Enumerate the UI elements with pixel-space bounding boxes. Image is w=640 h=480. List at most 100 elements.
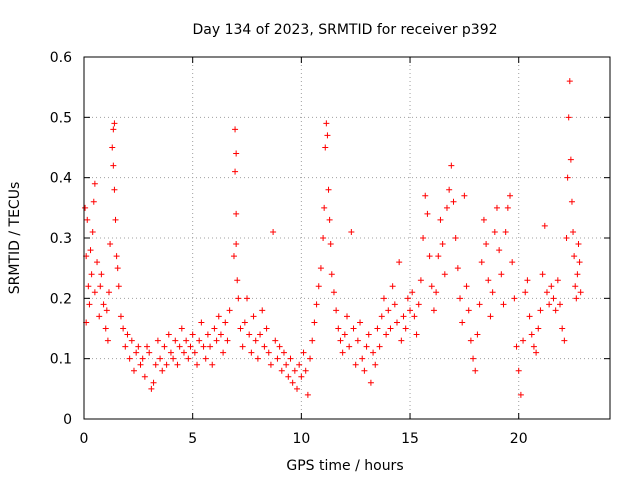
- data-point: [114, 265, 121, 272]
- data-point: [493, 204, 500, 211]
- data-point: [209, 361, 216, 368]
- data-point: [565, 114, 572, 121]
- data-point: [254, 355, 261, 362]
- y-tick-label: 0.3: [50, 231, 72, 247]
- data-point: [520, 337, 527, 344]
- data-point: [233, 150, 240, 157]
- data-point: [307, 355, 314, 362]
- data-point: [248, 349, 255, 356]
- data-point: [174, 361, 181, 368]
- data-point: [86, 301, 93, 308]
- data-point: [337, 337, 344, 344]
- data-point: [237, 325, 244, 332]
- data-point: [133, 349, 140, 356]
- data-point: [413, 331, 420, 338]
- data-point: [159, 367, 166, 374]
- data-point: [344, 313, 350, 320]
- data-point: [472, 367, 479, 374]
- data-point: [443, 204, 450, 211]
- data-point: [321, 204, 328, 211]
- data-point: [567, 156, 574, 163]
- grid: [84, 57, 610, 419]
- data-point: [543, 289, 550, 296]
- data-point: [380, 295, 387, 302]
- x-tick-label: 15: [401, 431, 419, 447]
- data-point: [276, 343, 283, 350]
- y-tick-label: 0.4: [50, 171, 72, 187]
- data-point: [339, 349, 346, 356]
- data-point: [376, 343, 383, 350]
- data-point: [161, 343, 168, 350]
- data-point: [267, 361, 274, 368]
- axis-ticks: 0 0.1 0.2 0.3 0.4 0.5 0.6 0 5 10 15 20: [50, 50, 610, 447]
- data-point: [89, 228, 96, 235]
- data-point: [302, 367, 309, 374]
- x-tick-label: 10: [292, 431, 310, 447]
- data-point: [85, 283, 92, 290]
- data-point: [90, 198, 97, 205]
- data-point: [498, 271, 505, 278]
- data-point: [548, 283, 555, 290]
- data-point: [187, 343, 194, 350]
- data-point: [126, 355, 133, 362]
- data-point: [204, 331, 211, 338]
- data-point: [407, 307, 414, 314]
- data-point: [478, 259, 485, 266]
- data-point: [446, 186, 453, 193]
- data-point: [110, 126, 117, 133]
- data-point: [559, 325, 566, 332]
- data-point: [507, 192, 514, 199]
- data-point: [327, 241, 334, 248]
- data-point: [577, 289, 584, 296]
- data-point: [387, 325, 394, 332]
- data-point: [115, 283, 122, 290]
- data-point: [88, 271, 95, 278]
- data-point: [450, 198, 457, 205]
- data-point: [97, 283, 104, 290]
- data-point: [452, 235, 459, 241]
- data-point: [535, 325, 542, 332]
- data-point: [202, 355, 209, 362]
- data-point: [357, 319, 364, 326]
- data-point: [415, 301, 422, 308]
- data-point: [270, 228, 277, 235]
- x-tick-label: 0: [80, 431, 89, 447]
- data-point: [566, 78, 573, 85]
- data-point: [259, 307, 266, 314]
- data-point: [294, 385, 301, 392]
- data-point: [550, 295, 557, 302]
- data-point: [109, 144, 116, 151]
- data-point: [570, 228, 577, 235]
- data-point: [572, 283, 579, 290]
- data-point: [528, 331, 535, 338]
- data-point: [241, 319, 248, 326]
- data-point: [439, 241, 446, 248]
- data-point: [261, 343, 268, 350]
- data-point: [333, 307, 340, 314]
- data-point: [163, 361, 170, 368]
- data-point: [105, 289, 112, 296]
- data-point: [576, 259, 583, 266]
- data-point: [148, 385, 155, 392]
- x-tick-label: 20: [510, 431, 528, 447]
- data-point: [215, 313, 222, 320]
- data-point: [100, 301, 107, 308]
- data-point: [300, 349, 307, 356]
- data-point: [317, 265, 324, 272]
- data-point: [552, 307, 559, 314]
- data-point: [372, 361, 379, 368]
- data-point: [274, 355, 281, 362]
- data-point: [246, 331, 253, 338]
- data-point: [91, 289, 98, 296]
- data-point: [141, 373, 148, 380]
- data-point: [546, 301, 553, 308]
- data-point: [354, 337, 361, 344]
- data-point: [233, 241, 240, 248]
- data-point: [515, 367, 522, 374]
- data-point: [111, 120, 118, 127]
- data-point: [178, 325, 185, 332]
- data-point: [363, 343, 370, 350]
- data-point: [96, 313, 103, 320]
- data-point: [311, 319, 318, 326]
- data-point: [325, 186, 332, 193]
